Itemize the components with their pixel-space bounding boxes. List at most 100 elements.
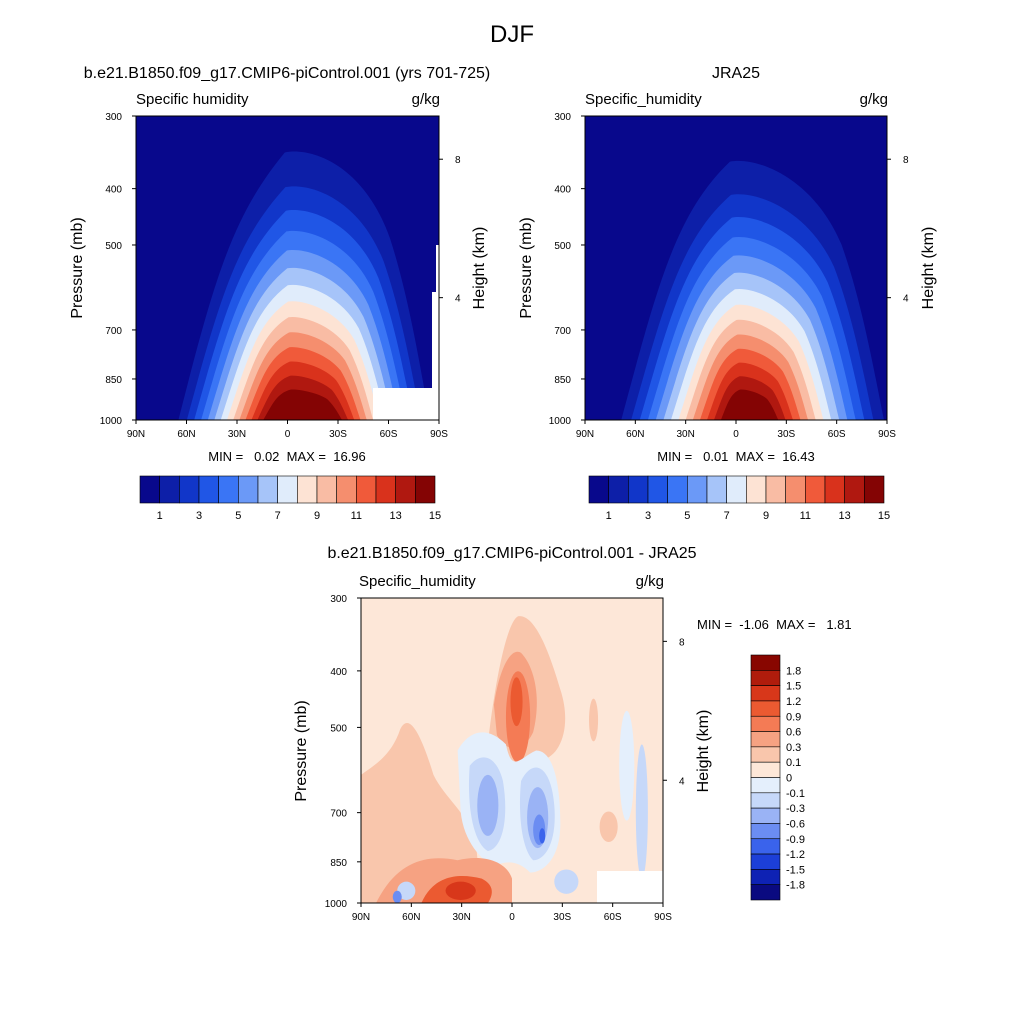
colorbar-swatch xyxy=(336,475,357,504)
colorbar-swatch xyxy=(750,777,781,794)
colorbar-label: 0.3 xyxy=(786,742,801,754)
panel-model-left-label: Specific humidity xyxy=(136,91,249,108)
height-tick-label: 8 xyxy=(455,155,461,166)
colorbar-label: -1.5 xyxy=(786,864,805,876)
x-tick-label: 30N xyxy=(452,912,470,923)
contour-band xyxy=(392,890,402,903)
panel-model-units: g/kg xyxy=(412,91,440,108)
colorbar-swatch xyxy=(750,823,781,840)
x-tick-label: 90S xyxy=(654,912,672,923)
contour-band xyxy=(589,698,599,742)
y-tick-label: 500 xyxy=(554,241,571,252)
colorbar-label: 13 xyxy=(390,510,402,522)
y-tick-label: 500 xyxy=(330,723,347,734)
colorbar-label: 1.5 xyxy=(786,681,801,693)
contour-band xyxy=(361,722,482,903)
colorbar-swatch xyxy=(824,475,845,504)
y-tick-label: 400 xyxy=(330,667,347,678)
height-tick-label: 4 xyxy=(903,294,909,305)
colorbar-swatch xyxy=(198,475,219,504)
colorbar-swatch xyxy=(726,475,747,504)
contour-band xyxy=(397,881,416,900)
humidity-contours-obs xyxy=(585,116,887,420)
colorbar-swatch xyxy=(179,475,200,504)
y-tick-label: 850 xyxy=(330,858,347,869)
x-tick-label: 30S xyxy=(553,912,571,923)
figure-title: DJF xyxy=(490,21,534,48)
y-tick-label: 1000 xyxy=(549,416,572,427)
panel-diff-left-label: Specific_humidity xyxy=(359,573,476,590)
colorbar-swatch xyxy=(750,869,781,885)
colorbar-swatch xyxy=(750,761,781,778)
height-tick-label: 4 xyxy=(455,294,461,305)
colorbar-label: 1.2 xyxy=(786,696,801,708)
contour-band xyxy=(539,828,546,844)
colorbar-swatch xyxy=(750,700,781,717)
x-tick-label: 60S xyxy=(604,912,622,923)
colorbar-swatch xyxy=(785,475,806,504)
colorbar-label: 11 xyxy=(351,510,362,522)
colorbar-model: 1 3 5 7 9 11 13 15 xyxy=(139,475,441,522)
colorbar-label: -0.1 xyxy=(786,788,805,800)
y-axis-right-label: Height (km) xyxy=(920,227,937,310)
missing-data-region xyxy=(432,292,439,388)
axes-diff: 90N 60N 30N 0 30S 60S 90S 300 400 500 700 850 1000 8 4 xyxy=(325,594,685,923)
colorbar-obs: 1 3 5 7 9 11 13 15 xyxy=(588,475,890,522)
panel-obs-units: g/kg xyxy=(860,91,888,108)
colorbar-label: 13 xyxy=(839,510,851,522)
y-axis-right-label: Height (km) xyxy=(471,227,488,310)
panel-diff-title: b.e21.B1850.f09_g17.CMIP6-piControl.001 … xyxy=(327,545,696,562)
axes-model: 90N 60N 30N 0 30S 60S 90S 300 400 500 700 850 1000 8 4 xyxy=(100,112,461,440)
contour-band xyxy=(619,710,635,821)
contour-band xyxy=(720,389,779,420)
colorbar-swatch xyxy=(687,475,708,504)
height-tick-label: 4 xyxy=(679,776,685,787)
x-tick-label: 60S xyxy=(380,429,398,440)
y-tick-label: 400 xyxy=(105,185,122,196)
colorbar-swatch xyxy=(750,685,781,702)
colorbar-label: 15 xyxy=(878,510,890,522)
y-tick-label: 1000 xyxy=(100,416,123,427)
panel-diff: b.e21.B1850.f09_g17.CMIP6-piControl.001 … xyxy=(293,545,852,923)
x-tick-label: 30N xyxy=(228,429,246,440)
colorbar-swatch xyxy=(750,807,781,824)
colorbar-swatch xyxy=(415,475,436,504)
colorbar-swatch xyxy=(238,475,259,504)
colorbar-swatch xyxy=(746,475,767,504)
colorbar-label: 5 xyxy=(684,510,690,522)
colorbar-label: -0.9 xyxy=(786,834,805,846)
colorbar-swatch xyxy=(159,475,180,504)
contour-band xyxy=(263,389,343,420)
colorbar-swatch xyxy=(706,475,727,504)
contour-band xyxy=(599,811,618,842)
colorbar-swatch xyxy=(628,475,649,504)
missing-data-region xyxy=(373,388,439,420)
height-tick-label: 8 xyxy=(903,155,909,166)
panel-model-title: b.e21.B1850.f09_g17.CMIP6-piControl.001 … xyxy=(84,65,490,82)
colorbar-swatch xyxy=(139,475,160,504)
colorbar-swatch xyxy=(647,475,668,504)
y-tick-label: 300 xyxy=(105,112,122,123)
colorbar-label: 9 xyxy=(763,510,769,522)
y-tick-label: 1000 xyxy=(325,899,348,910)
colorbar-swatch xyxy=(356,475,377,504)
panel-model: b.e21.B1850.f09_g17.CMIP6-piControl.001 … xyxy=(69,65,490,522)
contour-band xyxy=(445,881,476,900)
colorbar-diff: 1.8 1.5 1.2 0.9 0.6 0.3 0.1 0 -0.1 -0.3 -0.6 -0.9 -1… xyxy=(750,654,805,901)
colorbar-swatch xyxy=(750,731,781,748)
colorbar-label: 9 xyxy=(314,510,320,522)
y-axis-label: Pressure (mb) xyxy=(69,217,86,318)
contour-band xyxy=(554,869,579,894)
missing-data-region xyxy=(436,245,439,292)
colorbar-label: 3 xyxy=(645,510,651,522)
colorbar-swatch xyxy=(395,475,416,504)
x-tick-label: 90N xyxy=(576,429,594,440)
colorbar-swatch xyxy=(750,792,781,809)
x-tick-label: 30S xyxy=(329,429,347,440)
colorbar-swatch xyxy=(765,475,786,504)
contour-band xyxy=(510,677,523,727)
panel-diff-units: g/kg xyxy=(636,573,664,590)
colorbar-swatch xyxy=(297,475,318,504)
colorbar-label: 3 xyxy=(196,510,202,522)
